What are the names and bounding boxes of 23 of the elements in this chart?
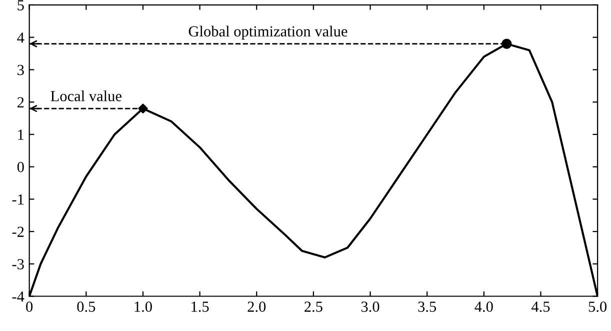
- y-tick-label: 1: [18, 130, 24, 140]
- x-tick-label: 4.0: [474, 302, 493, 312]
- x-tick-label: 4.5: [531, 302, 550, 312]
- x-tick-label: 5.0: [588, 302, 607, 312]
- y-tick-label: -1: [12, 194, 24, 204]
- ref-line-label: Global optimization value: [188, 26, 348, 40]
- x-tick-label: 1.0: [134, 302, 152, 312]
- x-tick-label: 2.0: [248, 302, 266, 312]
- ref-line-label: Local value: [50, 90, 122, 102]
- y-tick-label: 4: [17, 32, 24, 43]
- y-tick-label: -4: [12, 291, 24, 302]
- x-tick-label: 2.5: [304, 302, 322, 312]
- x-tick-label: 3.5: [418, 302, 436, 312]
- y-tick-label: 5: [18, 0, 24, 10]
- y-tick-label: -3: [12, 259, 24, 270]
- y-tick-label: 0: [17, 162, 24, 172]
- y-tick-label: -2: [12, 226, 24, 237]
- x-tick-label: 3.0: [361, 302, 380, 312]
- y-tick-label: 2: [18, 97, 24, 108]
- x-tick-label: 1.5: [192, 302, 209, 312]
- y-tick-label: 3: [18, 64, 24, 76]
- x-tick-label: 0.5: [77, 302, 96, 312]
- x-tick-label: 0: [26, 302, 33, 312]
